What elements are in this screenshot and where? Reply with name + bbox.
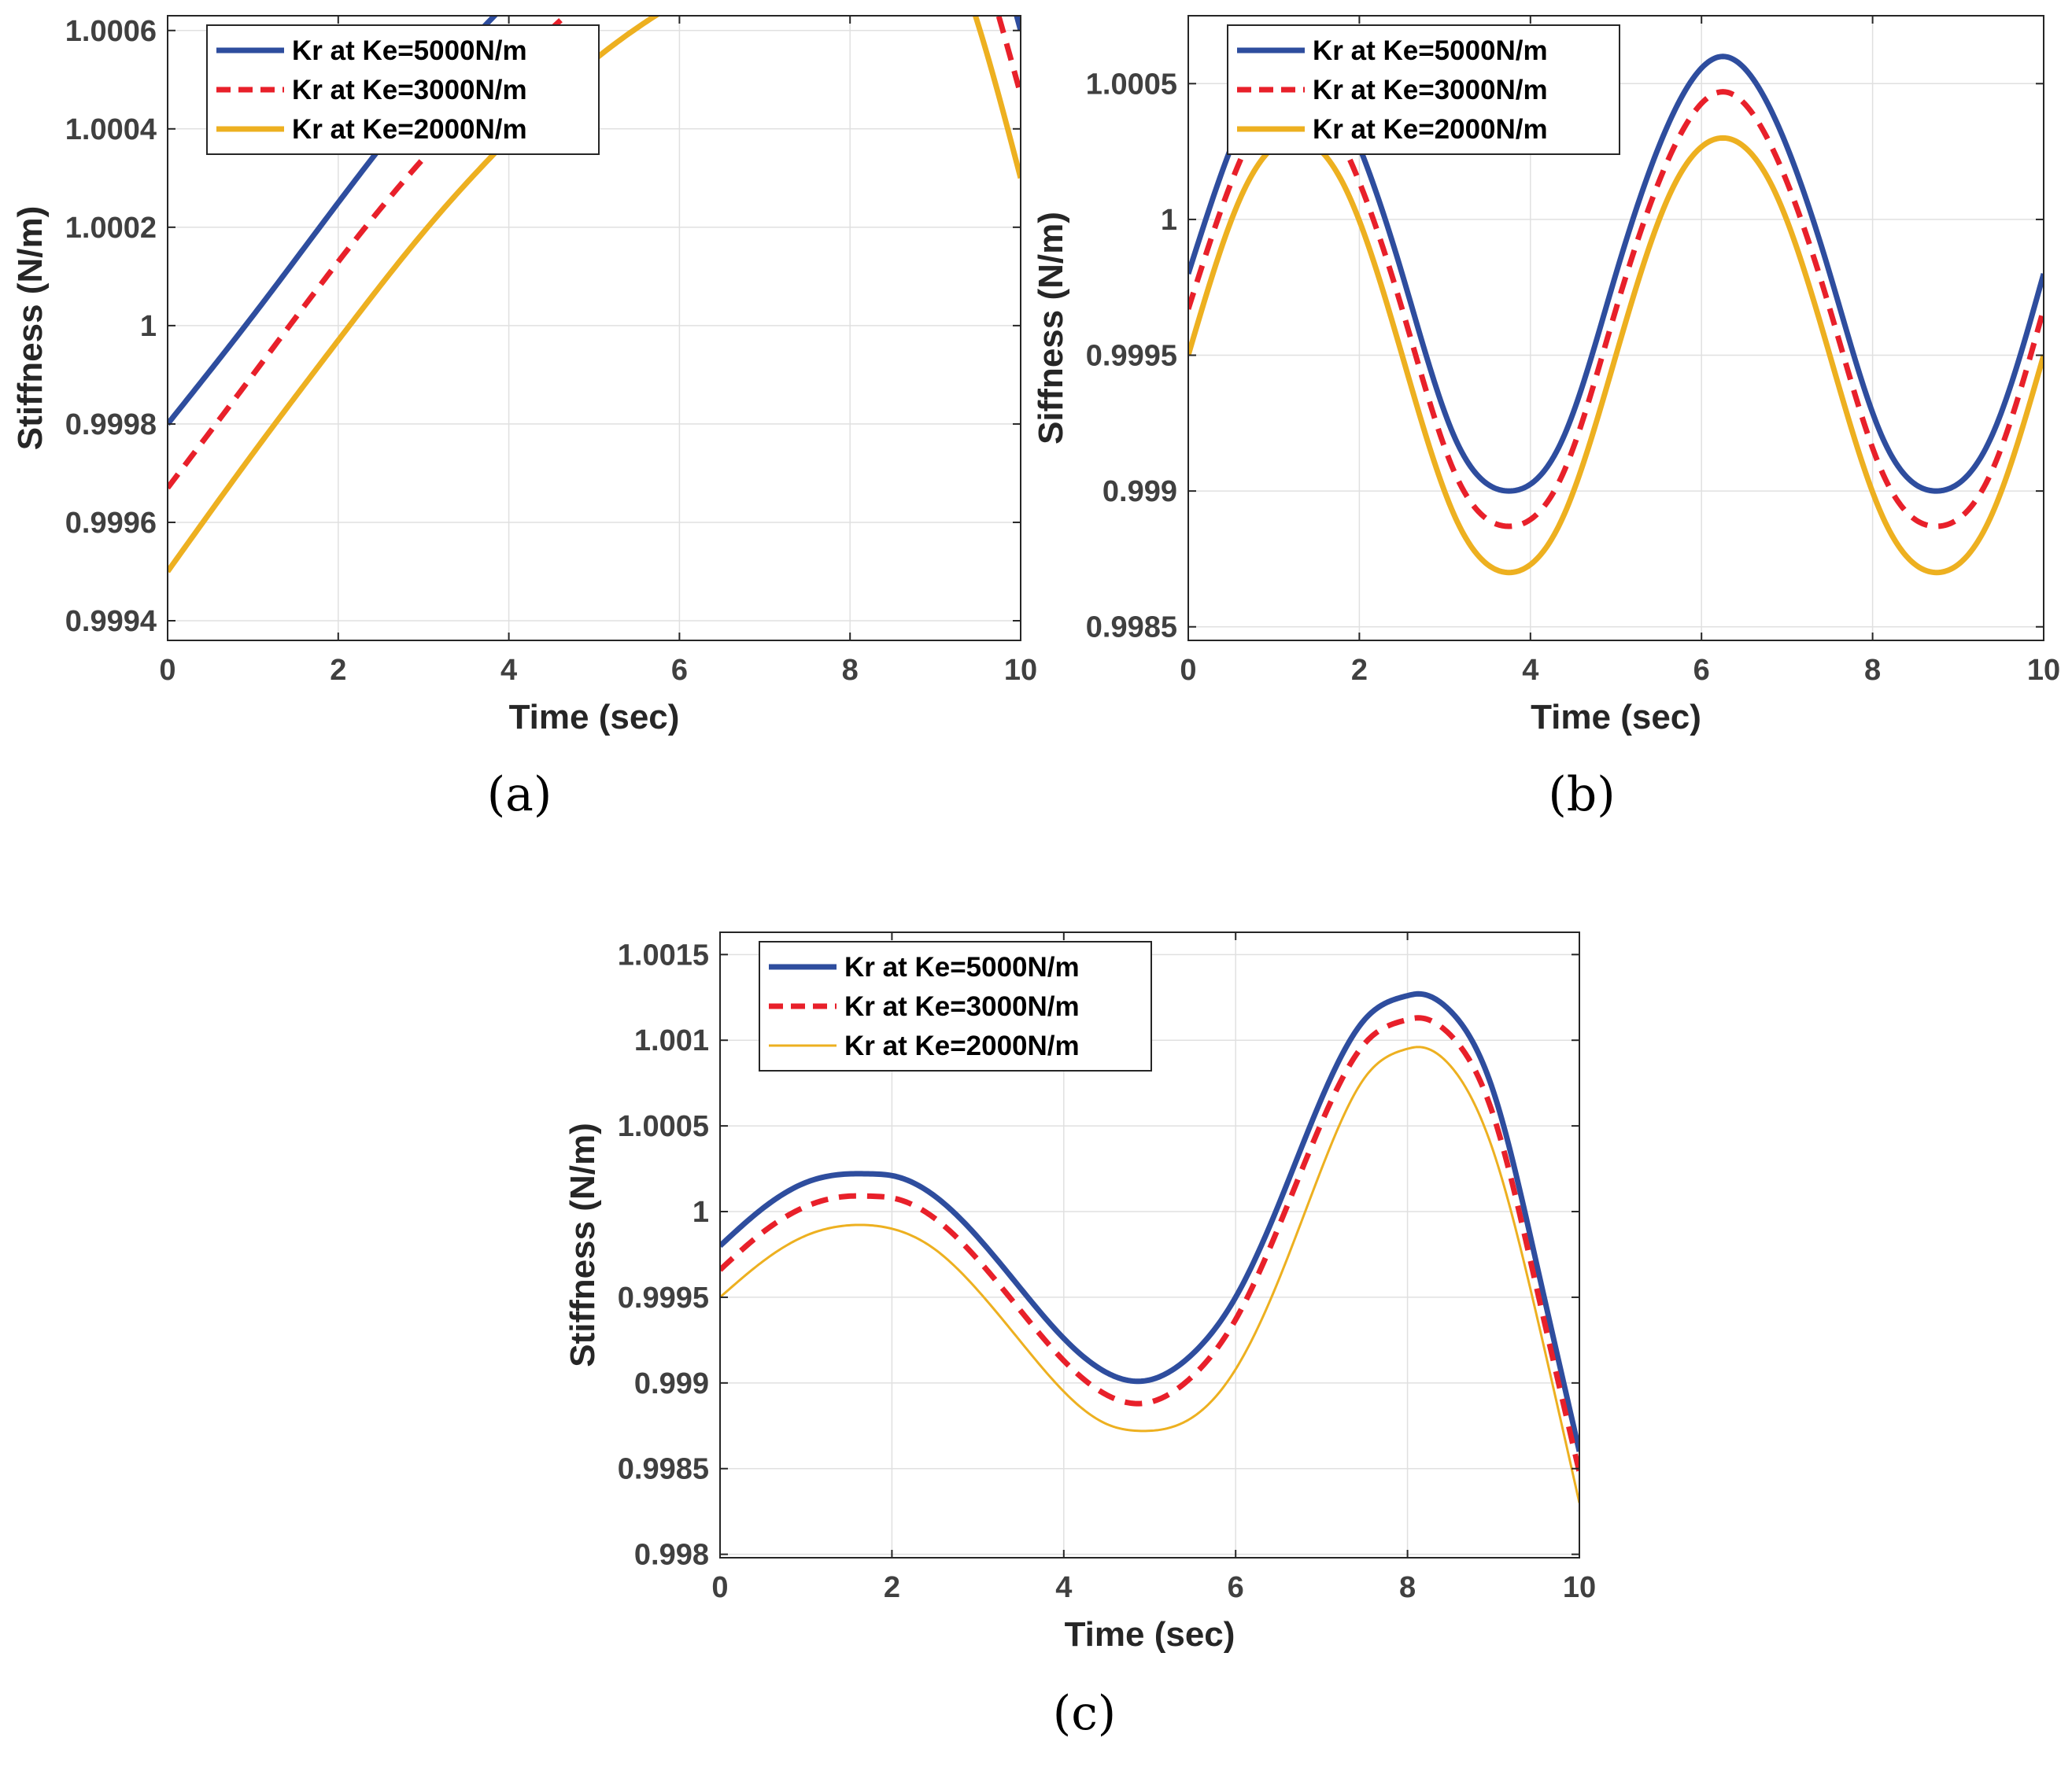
chart-panel-a: 0 2 4 6 8 10 0.9994 0.9996 0.9998 1 1.0002 1.0004 1.… [11,15,1037,822]
x-tick-label: 10 [2027,654,2060,687]
y-tick-label: 0.9995 [618,1282,709,1315]
legend: Kr at Ke=5000N/m Kr at Ke=3000N/m Kr at Ke… [759,941,1152,1072]
y-tick-label: 0.999 [634,1367,709,1400]
y-tick-label: 1.001 [634,1024,709,1057]
series-line-3 [1188,135,2044,576]
series-line-1 [168,16,1021,426]
chart-panel-b: 0 2 4 6 8 10 0.9985 0.999 0.9995 1 1.0005 Time (sec… [1032,15,2060,822]
legend-label-3: Kr at Ke=2000N/m [844,1031,1080,1061]
legend-box [1227,24,1620,155]
y-tick-label: 1 [693,1196,709,1229]
x-tick-label: 10 [1004,654,1037,687]
x-tick-label: 2 [1351,654,1368,687]
y-tick-label: 1 [1161,204,1177,237]
legend-label-2: Kr at Ke=3000N/m [292,75,527,105]
y-tick-label: 0.998 [634,1539,709,1572]
x-axis-label: Time (sec) [509,698,680,736]
x-axis-label: Time (sec) [1531,698,1701,736]
x-tick-label: 8 [1864,654,1881,687]
legend-label-1: Kr at Ke=5000N/m [1313,35,1548,66]
y-tick-label: 0.9985 [618,1453,709,1486]
y-tick-label: 1.0004 [65,113,157,146]
series-line-2 [168,16,1021,490]
y-tick-label: 1 [140,310,157,343]
x-tick-label: 4 [1055,1571,1072,1604]
panel-caption: (b) [1548,767,1615,822]
y-tick-label: 0.9985 [1086,611,1177,644]
y-tick-label: 0.9996 [65,507,157,540]
y-axis-label: Siffness (N/m) [1032,212,1070,445]
y-tick-label: 1.0005 [1086,68,1177,101]
y-tick-label: 1.0002 [65,212,157,245]
x-tick-label: 6 [1693,654,1710,687]
legend-label-1: Kr at Ke=5000N/m [844,952,1080,983]
x-tick-label: 8 [1399,1571,1416,1604]
y-tick-label: 1.0006 [65,15,157,48]
legend-label-1: Kr at Ke=5000N/m [292,35,527,66]
y-axis-label: Stiffness (N/m) [563,1123,602,1367]
x-tick-label: 10 [1563,1571,1596,1604]
legend-label-2: Kr at Ke=3000N/m [844,991,1080,1022]
series-line-1 [720,990,1579,1452]
x-tick-label: 0 [711,1571,728,1604]
axes-frame [167,15,1021,641]
x-axis-label: Time (sec) [1065,1615,1235,1654]
axes-frame [719,931,1580,1559]
x-tick-label: 4 [1522,654,1538,687]
x-tick-label: 0 [1180,654,1196,687]
x-tick-label: 6 [1228,1571,1244,1604]
legend: Kr at Ke=5000N/m Kr at Ke=3000N/m Kr at Ke… [206,24,600,155]
panel-caption: (c) [1053,1686,1116,1741]
y-tick-label: 0.9994 [65,605,157,638]
y-tick-label: 0.9998 [65,408,157,441]
chart-panel-c: 0 2 4 6 8 10 0.998 0.9985 0.999 0.9995 1 1.0005 1.00… [563,931,1596,1741]
x-tick-label: 4 [500,654,517,687]
x-tick-label: 6 [671,654,688,687]
panel-caption: (a) [487,767,552,822]
axes-frame [1187,15,2044,641]
y-tick-label: 1.0005 [618,1110,709,1143]
x-tick-label: 8 [842,654,859,687]
legend-label-3: Kr at Ke=2000N/m [292,114,527,145]
x-tick-label: 2 [330,654,346,687]
y-tick-label: 1.0015 [618,939,709,972]
x-tick-label: 0 [159,654,175,687]
legend-label-2: Kr at Ke=3000N/m [1313,75,1548,105]
legend: Kr at Ke=5000N/m Kr at Ke=3000N/m Kr at Ke… [1227,24,1620,155]
y-axis-label: Stiffness (N/m) [11,206,50,450]
y-tick-label: 0.9995 [1086,340,1177,373]
series-line-3 [720,1046,1579,1503]
y-tick-label: 0.999 [1102,475,1177,508]
legend-label-3: Kr at Ke=2000N/m [1313,114,1548,145]
x-tick-label: 2 [884,1571,900,1604]
